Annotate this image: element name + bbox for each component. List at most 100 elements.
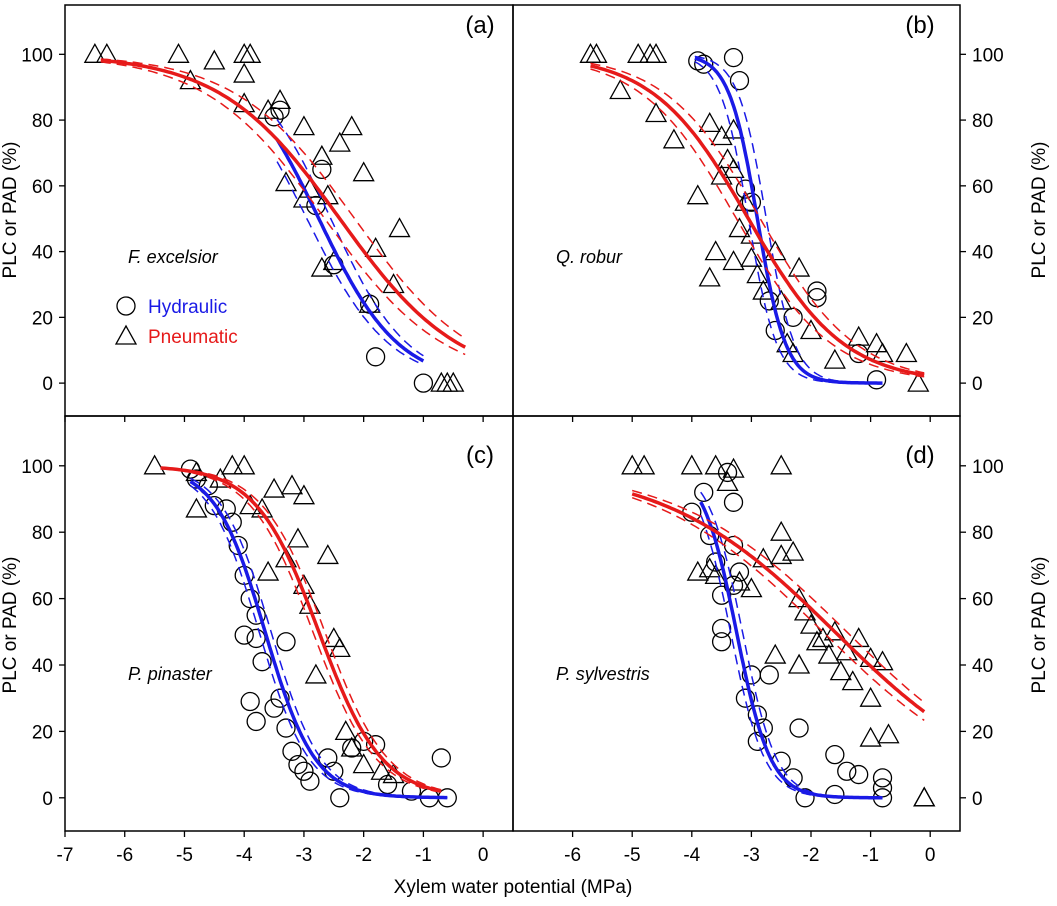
hydraulic-ci-upper (276, 161, 424, 366)
data-point (388, 217, 411, 238)
y-tick-label: 80 (972, 523, 993, 544)
series-hydraulic-points (180, 459, 457, 808)
species-label: F. excelsior (128, 247, 219, 267)
data-point (340, 736, 363, 757)
series-pneumatic-points (579, 42, 930, 392)
data-point (233, 454, 256, 475)
data-point (717, 462, 738, 483)
data-point (783, 307, 803, 328)
data-point (286, 527, 310, 548)
y-tick-label: 100 (21, 457, 53, 478)
y-tick-label: 0 (972, 789, 983, 810)
data-point (364, 236, 387, 257)
data-point (276, 632, 296, 652)
data-point (722, 457, 745, 478)
data-point (735, 688, 756, 708)
series-hydraulic-points (688, 47, 887, 390)
data-point (847, 627, 870, 648)
hydraulic-fit-curve (189, 480, 448, 800)
data-point (787, 256, 811, 277)
panel-frame (512, 415, 961, 832)
panel-letter: (b) (905, 12, 934, 39)
y-tick-label: 40 (972, 243, 993, 264)
panel-frame (64, 415, 514, 832)
panel-letter: (a) (465, 12, 494, 39)
data-point (799, 319, 823, 340)
data-point (686, 184, 709, 205)
x-tick-label: -5 (176, 845, 193, 866)
data-point (252, 652, 272, 672)
panels: 0 20 40 60 80 100 (a) F. excelsior 0 20 40 60 80 100 (… (21, 4, 1004, 866)
pneumatic-ci-upper (631, 496, 925, 722)
data-point (722, 250, 745, 271)
data-point (783, 768, 803, 788)
hydraulic-fit-curve (699, 501, 883, 800)
data-point (698, 266, 721, 287)
data-point (823, 620, 846, 641)
data-point (627, 42, 650, 63)
data-point (722, 158, 745, 179)
data-point (825, 744, 845, 765)
data-point (723, 47, 744, 68)
data-point (274, 171, 298, 192)
legend: Hydraulic Pneumatic (114, 296, 238, 348)
data-point (270, 688, 290, 708)
panel-d: -6 -5 -4 -3 -2 -1 0 0 20 40 60 80 100 (d) P. sylvestri… (512, 415, 1004, 866)
x-tick-label: -3 (743, 845, 760, 866)
data-point (621, 454, 644, 475)
data-point (710, 125, 733, 146)
data-point (711, 632, 732, 652)
data-point (787, 587, 811, 608)
pneumatic-ci-upper (160, 467, 442, 794)
data-point (270, 100, 290, 120)
data-point (662, 128, 686, 149)
hydraulic-fit-curve (275, 138, 425, 363)
data-point (222, 512, 242, 532)
x-tick-label: -6 (564, 845, 581, 866)
x-tick-label: -7 (57, 845, 74, 866)
pneumatic-ci-lower (631, 489, 925, 704)
legend-hydraulic-marker (116, 296, 136, 316)
y-tick-label: 80 (32, 111, 53, 132)
data-point (729, 562, 750, 582)
data-point (294, 761, 314, 781)
x-tick-label: -4 (236, 845, 253, 866)
data-point (716, 471, 739, 492)
data-point (585, 42, 608, 63)
data-point (83, 42, 106, 63)
series-hydraulic-points (264, 100, 434, 393)
hydraulic-ci-lower (276, 119, 424, 357)
y-tick-label: 100 (21, 45, 53, 66)
data-point (167, 42, 190, 63)
data-point (352, 753, 375, 774)
data-point (328, 131, 351, 152)
legend-pneumatic-label: Pneumatic (148, 327, 238, 348)
data-point (829, 660, 852, 681)
legend-hydraulic-label: Hydraulic (148, 297, 227, 318)
data-point (312, 159, 332, 180)
data-point (793, 600, 817, 621)
data-point (872, 768, 893, 788)
data-point (698, 112, 721, 133)
data-point (740, 577, 763, 598)
y-tick-label: 60 (972, 590, 993, 611)
data-point (370, 759, 393, 780)
y-tick-label: 40 (972, 656, 993, 677)
data-point (716, 148, 739, 169)
data-point (759, 665, 779, 685)
data-point (705, 552, 726, 572)
data-point (747, 731, 768, 752)
y-axis-title-left-bottom: PLC or PAD (%) (0, 557, 21, 694)
x-tick-label: -4 (683, 845, 700, 866)
pneumatic-ci-lower (590, 62, 925, 374)
data-point (704, 454, 727, 475)
data-point (841, 670, 864, 691)
data-point (752, 279, 775, 300)
x-tick-label: -2 (803, 845, 820, 866)
legend-pneumatic-marker (114, 324, 138, 345)
data-point (352, 161, 375, 182)
y-tick-label: 80 (32, 523, 53, 544)
panel-letter: (d) (905, 442, 934, 469)
data-point (282, 741, 302, 761)
